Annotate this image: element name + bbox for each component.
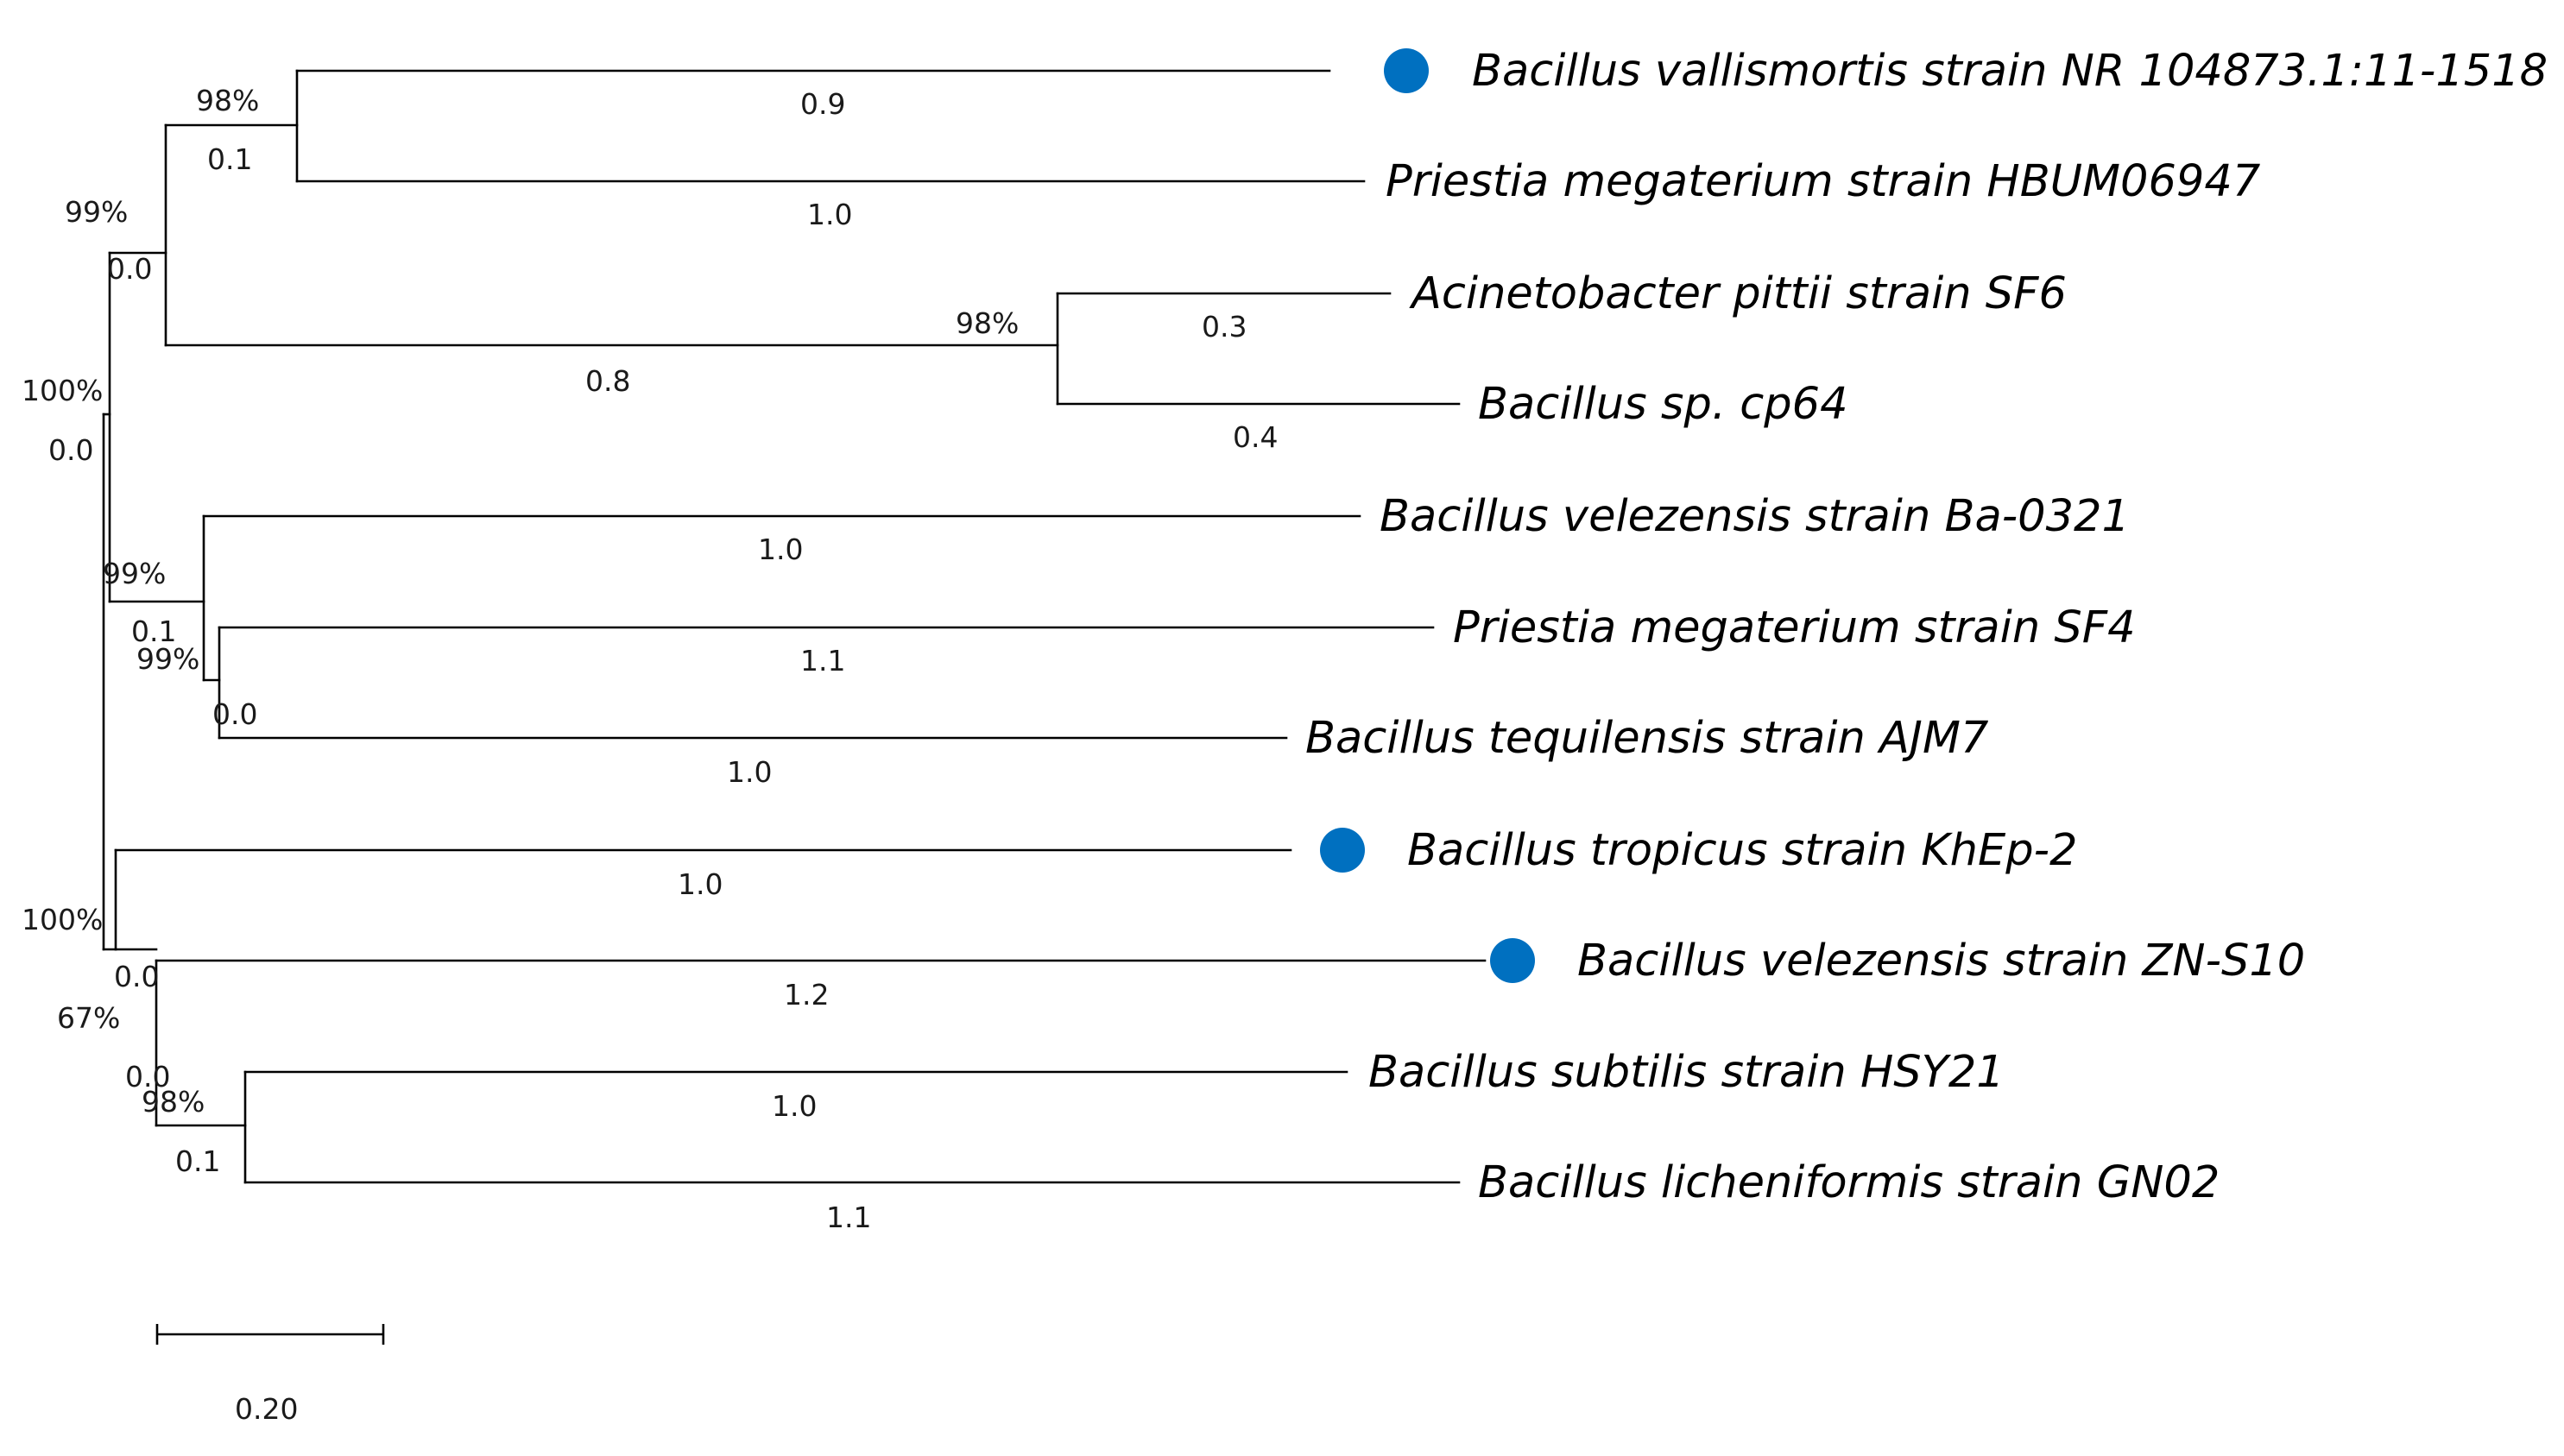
taxon-label-sf4: Priestia megaterium strain SF4 — [1453, 602, 2136, 653]
taxon-label-zns10: Bacillus velezensis strain ZN-S10 — [1577, 936, 2305, 986]
bootstrap-top-group: 99% — [65, 195, 128, 229]
taxon-label-ba0321: Bacillus velezensis strain Ba-0321 — [1380, 491, 2130, 542]
branch-length-zns10: 1.2 — [784, 978, 829, 1012]
branch-length-sf4: 1.1 — [800, 644, 845, 678]
branch-length-lower-group: 0.0 — [125, 1060, 170, 1094]
taxon-label-gn02: Bacillus licheniformis strain GN02 — [1478, 1157, 2220, 1208]
branch-length-vallismortis-clade: 0.1 — [207, 142, 252, 176]
scale-bar-label: 0.20 — [235, 1392, 298, 1426]
taxon-label-khep2: Bacillus tropicus strain KhEp-2 — [1407, 825, 2077, 876]
bootstrap-vallismortis-clade: 98% — [196, 84, 259, 117]
bootstrap-sf4-ajm7-clade: 99% — [136, 642, 199, 676]
marker-dot-khep2 — [1320, 828, 1365, 873]
marker-dot-zns10 — [1490, 938, 1535, 983]
taxon-label-vallismortis: Bacillus vallismortis strain NR 104873.1… — [1472, 46, 2548, 97]
branch-length-velezensis-group: 0.1 — [131, 615, 176, 648]
bootstrap-lower-root: 100% — [22, 903, 103, 936]
taxon-label-megaterium-hbum: Priestia megaterium strain HBUM06947 — [1386, 156, 2260, 207]
taxon-label-cp64: Bacillus sp. cp64 — [1478, 379, 1848, 430]
branch-length-pittii: 0.3 — [1202, 310, 1247, 344]
branch-length-top-group: 0.0 — [107, 252, 152, 286]
marker-dot-vallismortis — [1384, 48, 1429, 93]
branch-length-sf4-ajm7-clade: 0.0 — [212, 697, 257, 731]
branch-length-vallismortis: 0.9 — [800, 87, 845, 121]
branch-length-ba0321: 1.0 — [758, 533, 803, 566]
branch-length-megaterium-hbum: 1.0 — [807, 198, 852, 231]
bootstrap-upper-root: 100% — [22, 374, 103, 407]
branch-length-zns10-clade: 0.0 — [114, 960, 159, 993]
bootstrap-subtilis-clade: 98% — [142, 1085, 205, 1119]
bootstrap-velezensis-group: 99% — [103, 557, 166, 590]
branch-length-hsy21: 1.0 — [772, 1089, 817, 1123]
branch-length-khep2: 1.0 — [678, 867, 723, 901]
bootstrap-zns10-clade: 67% — [57, 1001, 120, 1035]
taxon-label-hsy21: Bacillus subtilis strain HSY21 — [1368, 1047, 2005, 1098]
branch-length-subtilis-clade: 0.1 — [175, 1144, 220, 1178]
branch-length-upper-root: 0.0 — [48, 433, 93, 467]
branch-length-acinetobacter-clade: 0.8 — [585, 364, 630, 398]
scale-bar: 0.20 — [155, 1324, 385, 1426]
branch-length-gn02: 1.1 — [826, 1201, 871, 1234]
taxon-label-ajm7: Bacillus tequilensis strain AJM7 — [1305, 713, 1988, 764]
bootstrap-acinetobacter-clade: 98% — [956, 306, 1019, 340]
branch-length-cp64: 0.4 — [1233, 420, 1278, 454]
branch-length-ajm7: 1.0 — [727, 755, 772, 789]
taxon-label-pittii: Acinetobacter pittii strain SF6 — [1409, 268, 2067, 319]
